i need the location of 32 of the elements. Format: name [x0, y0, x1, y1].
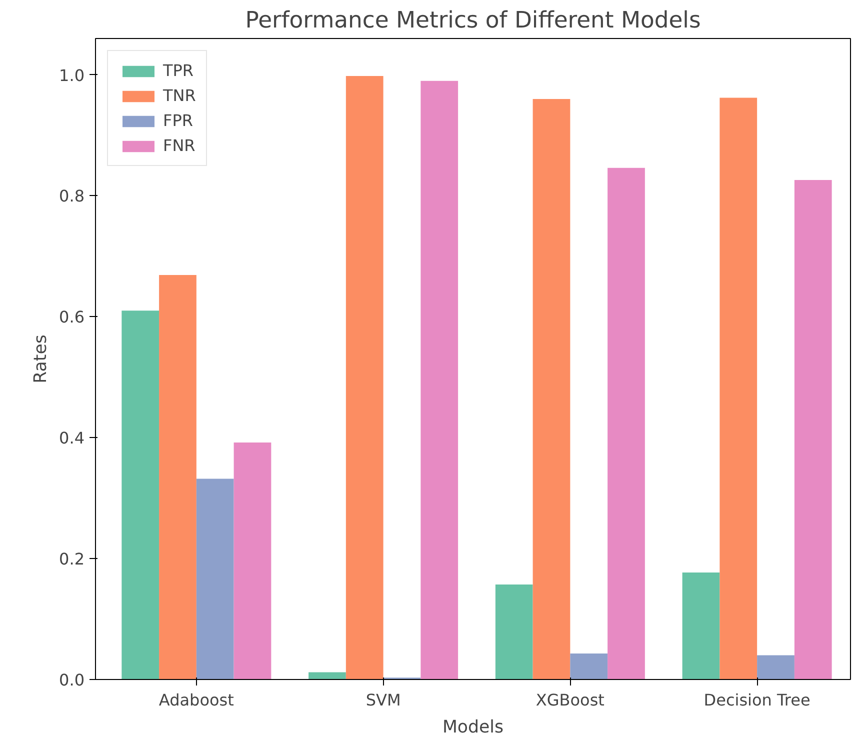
y-tick-label: 0.4 — [59, 428, 85, 448]
x-tick-label: XGBoost — [536, 690, 604, 710]
x-tick-label: Decision Tree — [704, 690, 810, 710]
y-tick-label: 0.2 — [59, 550, 85, 569]
y-tick-label: 1.0 — [59, 66, 85, 85]
bar — [532, 98, 570, 680]
bar — [159, 274, 196, 680]
x-tick-label: SVM — [366, 690, 401, 710]
legend-label: TNR — [163, 86, 196, 105]
x-axis-title: Models — [442, 718, 504, 738]
bar — [196, 478, 234, 680]
bar — [308, 672, 346, 680]
bar — [234, 442, 272, 680]
x-tick-label: Adaboost — [158, 690, 234, 710]
bar — [420, 80, 458, 680]
bar — [608, 168, 645, 680]
bar — [720, 98, 758, 680]
legend-label: FPR — [163, 111, 193, 130]
bar — [757, 655, 794, 680]
bar — [346, 76, 384, 680]
bar — [570, 653, 608, 680]
bar — [495, 584, 533, 680]
legend-label: TPR — [163, 61, 194, 80]
chart-title: Performance Metrics of Different Models — [245, 8, 701, 34]
y-axis-title: Rates — [31, 334, 52, 384]
y-tick-label: 0.6 — [59, 308, 85, 327]
bar — [122, 310, 160, 680]
bar — [682, 572, 720, 680]
bar — [794, 180, 832, 680]
legend-label: FNR — [163, 136, 196, 155]
y-tick-label: 0.8 — [59, 186, 85, 206]
y-tick-label: 0.0 — [59, 670, 85, 690]
